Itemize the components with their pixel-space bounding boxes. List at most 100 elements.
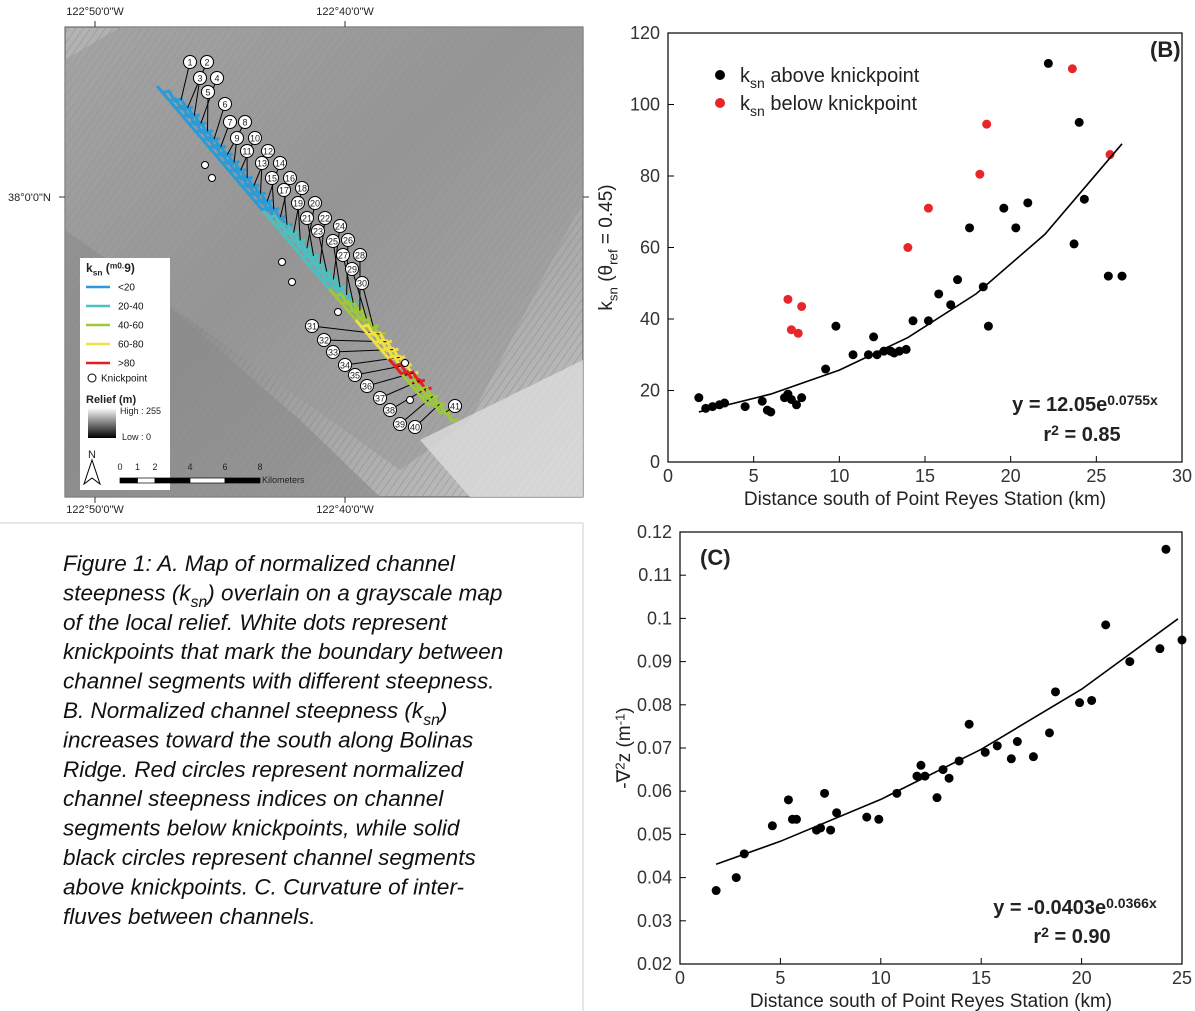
channel-label: 37: [375, 394, 385, 404]
legend-marker: [715, 70, 725, 80]
channel-label: 38: [385, 406, 395, 416]
data-point: [1075, 118, 1084, 127]
data-point: [1161, 545, 1170, 554]
data-point: [1080, 195, 1089, 204]
x-tick-label: 10: [829, 466, 849, 486]
channel-label: 4: [214, 74, 219, 84]
channel-label: 30: [357, 279, 367, 289]
channel-label: 1: [187, 58, 192, 68]
longitude-label: 122°50'0"W: [66, 504, 124, 516]
data-point: [1068, 64, 1077, 73]
fit-equation: y = -0.0403e0.0366x: [993, 895, 1157, 919]
x-tick-label: 0: [663, 466, 673, 486]
panel-label: (C): [700, 545, 731, 570]
y-tick-label: 0.05: [637, 824, 672, 844]
x-tick-label: 15: [915, 466, 935, 486]
y-tick-label: 0: [650, 452, 660, 472]
scale-tick-label: 1: [135, 462, 140, 472]
channel-label: 31: [307, 322, 317, 332]
y-axis-label: ksn (θref = 0.45): [596, 184, 621, 310]
channel-label: 18: [297, 184, 307, 194]
data-point: [916, 761, 925, 770]
legend-knickpoint: [88, 374, 96, 382]
x-tick-label: 30: [1172, 466, 1192, 486]
y-tick-label: 0.09: [637, 652, 672, 672]
channel-label: 17: [279, 186, 289, 196]
scale-tick-label: 8: [257, 462, 262, 472]
data-point: [820, 789, 829, 798]
x-tick-label: 20: [1001, 466, 1021, 486]
channel-label: 16: [285, 174, 295, 184]
y-tick-label: 0.04: [637, 868, 672, 888]
fit-curve: [699, 144, 1122, 412]
fit-curve: [716, 619, 1178, 864]
legend-label: <20: [118, 283, 135, 294]
knickpoint: [209, 175, 216, 182]
x-tick-label: 20: [1072, 968, 1092, 988]
channel-label: 20: [310, 199, 320, 209]
data-point: [797, 393, 806, 402]
legend-label: 60-80: [118, 340, 144, 351]
data-point: [797, 302, 806, 311]
scale-segment: [138, 478, 156, 483]
x-tick-label: 5: [775, 968, 785, 988]
data-point: [1075, 698, 1084, 707]
data-point: [1007, 754, 1016, 763]
data-point: [869, 332, 878, 341]
y-tick-label: 0.07: [637, 738, 672, 758]
caption-line: steepness (ksn) overlain on a grayscale …: [63, 580, 502, 611]
channel-label: 9: [234, 134, 239, 144]
channel-label: 25: [328, 237, 338, 247]
x-tick-label: 5: [749, 466, 759, 486]
data-point: [953, 275, 962, 284]
knickpoint: [202, 162, 209, 169]
longitude-label: 122°50'0"W: [66, 6, 124, 18]
x-tick-label: 10: [871, 968, 891, 988]
data-point: [1125, 657, 1134, 666]
fit-equation: y = 12.05e0.0755x: [1012, 392, 1158, 416]
data-point: [975, 170, 984, 179]
channel-label: 8: [242, 118, 247, 128]
x-axis-label: Distance south of Point Reyes Station (k…: [750, 991, 1112, 1011]
scale-segment: [155, 478, 190, 483]
y-tick-label: 100: [630, 95, 660, 115]
knickpoint: [402, 360, 409, 367]
map-panel: 1234567891011121314151617181920212223242…: [65, 27, 583, 497]
data-point: [982, 120, 991, 129]
data-point: [993, 741, 1002, 750]
legend-label: 40-60: [118, 321, 144, 332]
knickpoint: [335, 309, 342, 316]
data-point: [1118, 272, 1127, 281]
data-point: [758, 397, 767, 406]
data-point: [1045, 728, 1054, 737]
data-point: [945, 774, 954, 783]
channel-label: 35: [350, 371, 360, 381]
scale-tick-label: 6: [222, 462, 227, 472]
caption-line: above knickpoints. C. Curvature of inter…: [63, 874, 464, 899]
scale-tick-label: 2: [152, 462, 157, 472]
data-point: [741, 402, 750, 411]
data-point: [965, 720, 974, 729]
data-point: [826, 826, 835, 835]
north-label: N: [88, 449, 96, 461]
y-tick-label: 0.02: [637, 954, 672, 974]
legend-label: >80: [118, 359, 135, 370]
data-point: [903, 243, 912, 252]
caption-line: increases toward the south along Bolinas: [63, 727, 473, 752]
y-axis-label: -∇2z (m-1): [612, 707, 635, 789]
channel-label: 12: [263, 147, 273, 157]
channel-label: 14: [275, 159, 285, 169]
data-point: [1178, 636, 1187, 645]
data-point: [984, 322, 993, 331]
x-tick-label: 0: [675, 968, 685, 988]
knickpoint: [407, 397, 414, 404]
y-tick-label: 0.06: [637, 781, 672, 801]
legend-label: ksn below knickpoint: [740, 93, 918, 119]
data-point: [909, 316, 918, 325]
scale-segment: [190, 478, 225, 483]
legend-marker: [715, 98, 725, 108]
data-point: [849, 350, 858, 359]
data-point: [1104, 272, 1113, 281]
caption-line: knickpoints that mark the boundary betwe…: [63, 639, 503, 664]
y-tick-label: 20: [640, 381, 660, 401]
